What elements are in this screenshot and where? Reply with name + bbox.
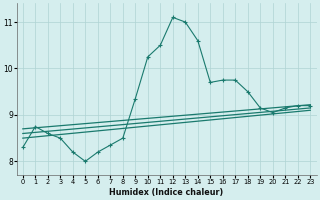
X-axis label: Humidex (Indice chaleur): Humidex (Indice chaleur) [109,188,224,197]
